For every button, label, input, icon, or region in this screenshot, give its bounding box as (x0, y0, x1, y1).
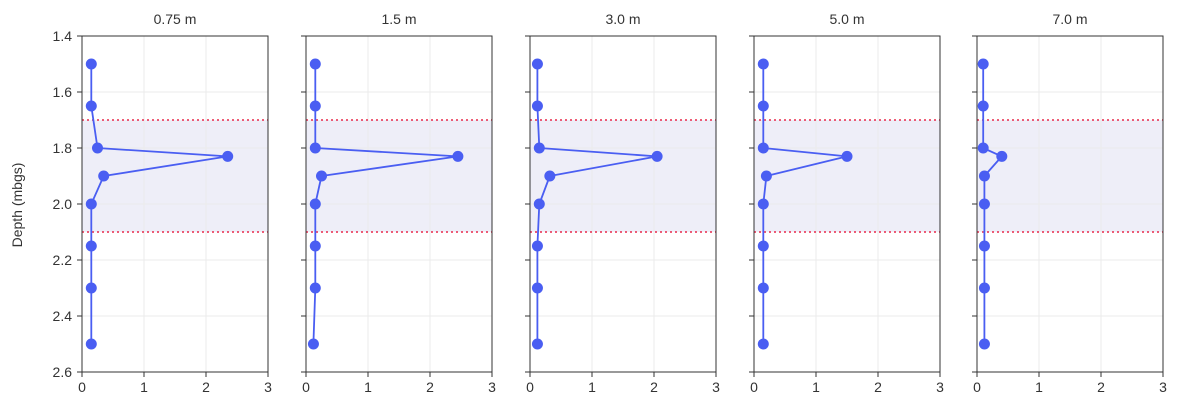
x-tick-label: 1 (364, 379, 372, 395)
data-point (977, 142, 989, 154)
x-tick-label: 0 (78, 379, 86, 395)
data-point (531, 240, 543, 252)
data-point (544, 170, 556, 182)
data-point (977, 58, 989, 70)
data-point (757, 240, 769, 252)
panel-title: 1.5 m (381, 11, 416, 27)
x-tick-label: 3 (712, 379, 720, 395)
data-point (309, 240, 321, 252)
data-point (757, 282, 769, 294)
data-point (757, 58, 769, 70)
y-tick-label: 2.0 (53, 196, 73, 212)
panel-5: 0 1 2 3 7.0 m (972, 11, 1167, 395)
x-tick-label: 1 (140, 379, 148, 395)
y-tick-label: 2.2 (53, 252, 73, 268)
panel-title: 3.0 m (605, 11, 640, 27)
data-point (531, 282, 543, 294)
data-point (309, 198, 321, 210)
data-point (996, 150, 1008, 162)
data-point (92, 142, 103, 154)
data-point (757, 338, 769, 350)
data-point (85, 282, 97, 294)
panel-1: 0 1 2 3 1.4 1.6 1.8 2.0 2.2 2.4 2.6 0.75 m (53, 11, 273, 395)
data-point (531, 338, 543, 350)
x-tick-label: 2 (874, 379, 882, 395)
x-tick-label: 2 (650, 379, 658, 395)
x-tick-label: 0 (526, 379, 534, 395)
x-tick-label: 1 (588, 379, 596, 395)
data-point (531, 100, 543, 112)
data-point (85, 338, 97, 350)
y-tick-label: 2.6 (53, 364, 73, 380)
data-point (85, 100, 97, 112)
shaded-band (530, 120, 716, 232)
panels-group: 0 1 2 3 1.4 1.6 1.8 2.0 2.2 2.4 2.6 0.75 m 0 1 2 3 1.5 m… (53, 11, 1168, 395)
data-point (309, 142, 321, 154)
panel-title: 7.0 m (1052, 11, 1087, 27)
x-tick-label: 2 (202, 379, 210, 395)
data-point (222, 150, 234, 162)
data-point (307, 338, 319, 350)
data-point (841, 150, 853, 162)
data-point (978, 198, 990, 210)
shaded-band (977, 120, 1163, 232)
x-tick-label: 2 (426, 379, 434, 395)
data-point (978, 338, 990, 350)
y-tick-label: 1.4 (53, 28, 73, 44)
data-point (309, 58, 321, 70)
x-tick-label: 1 (1035, 379, 1043, 395)
panel-3: 0 1 2 3 3.0 m (525, 11, 720, 395)
data-point (309, 282, 321, 294)
data-point (85, 240, 97, 252)
data-point (978, 170, 990, 182)
panel-title: 0.75 m (154, 11, 197, 27)
data-point (651, 150, 663, 162)
y-tick-label: 2.4 (53, 308, 73, 324)
x-tick-label: 3 (488, 379, 496, 395)
shaded-band (306, 120, 492, 232)
x-tick-label: 0 (302, 379, 310, 395)
data-point (533, 142, 545, 154)
panel-title: 5.0 m (829, 11, 864, 27)
panel-2: 0 1 2 3 1.5 m (301, 11, 496, 395)
data-point (452, 150, 464, 162)
data-point (757, 142, 769, 154)
x-tick-label: 0 (973, 379, 981, 395)
y-tick-label: 1.8 (53, 140, 73, 156)
y-tick-label: 1.6 (53, 84, 73, 100)
data-point (309, 100, 321, 112)
data-point (98, 170, 110, 182)
x-tick-label: 2 (1097, 379, 1105, 395)
data-point (760, 170, 772, 182)
x-tick-label: 3 (264, 379, 272, 395)
shaded-band (754, 120, 940, 232)
data-point (531, 58, 543, 70)
x-tick-label: 1 (812, 379, 820, 395)
data-point (316, 170, 327, 182)
x-tick-label: 3 (936, 379, 944, 395)
shaded-band (82, 120, 268, 232)
data-point (978, 282, 990, 294)
data-point (85, 198, 97, 210)
data-point (757, 100, 769, 112)
y-axis-title: Depth (mbgs) (9, 163, 25, 248)
x-tick-label: 3 (1159, 379, 1167, 395)
x-tick-label: 0 (750, 379, 758, 395)
data-point (757, 198, 769, 210)
data-point (977, 100, 989, 112)
panel-4: 0 1 2 3 5.0 m (749, 11, 944, 395)
data-point (85, 58, 97, 70)
data-point (978, 240, 990, 252)
data-point (533, 198, 545, 210)
